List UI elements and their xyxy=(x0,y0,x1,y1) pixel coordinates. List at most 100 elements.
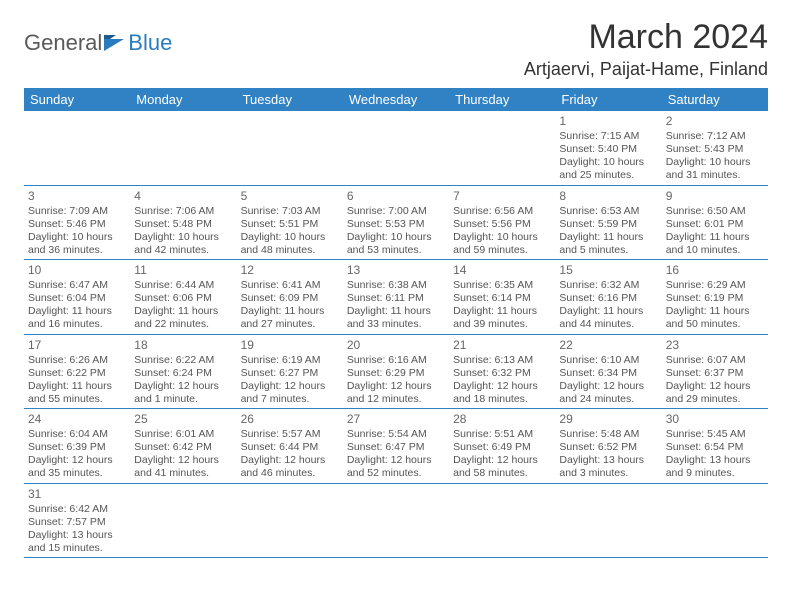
day-number: 15 xyxy=(559,263,657,278)
calendar-day-cell: 12Sunrise: 6:41 AMSunset: 6:09 PMDayligh… xyxy=(237,260,343,335)
daylight-text: Daylight: 10 hours and 59 minutes. xyxy=(453,231,551,257)
sunset-text: Sunset: 6:06 PM xyxy=(134,292,232,305)
calendar-day-cell: 28Sunrise: 5:51 AMSunset: 6:49 PMDayligh… xyxy=(449,409,555,484)
sunset-text: Sunset: 5:40 PM xyxy=(559,143,657,156)
sunrise-text: Sunrise: 6:01 AM xyxy=(134,428,232,441)
logo-flag-icon xyxy=(104,35,126,51)
calendar-week-row: 17Sunrise: 6:26 AMSunset: 6:22 PMDayligh… xyxy=(24,334,768,409)
sunrise-text: Sunrise: 6:04 AM xyxy=(28,428,126,441)
daylight-text: Daylight: 11 hours and 22 minutes. xyxy=(134,305,232,331)
calendar-day-cell: 19Sunrise: 6:19 AMSunset: 6:27 PMDayligh… xyxy=(237,334,343,409)
sunrise-text: Sunrise: 7:03 AM xyxy=(241,205,339,218)
sunrise-text: Sunrise: 6:50 AM xyxy=(666,205,764,218)
weekday-header-row: Sunday Monday Tuesday Wednesday Thursday… xyxy=(24,88,768,111)
weekday-header: Sunday xyxy=(24,88,130,111)
calendar-day-cell: 6Sunrise: 7:00 AMSunset: 5:53 PMDaylight… xyxy=(343,185,449,260)
logo-text-blue: Blue xyxy=(128,30,172,56)
location-label: Artjaervi, Paijat-Hame, Finland xyxy=(524,59,768,80)
sunset-text: Sunset: 6:54 PM xyxy=(666,441,764,454)
calendar-day-cell xyxy=(130,111,236,185)
sunset-text: Sunset: 7:57 PM xyxy=(28,516,126,529)
month-title: March 2024 xyxy=(524,18,768,57)
day-number: 18 xyxy=(134,338,232,353)
sunset-text: Sunset: 6:11 PM xyxy=(347,292,445,305)
daylight-text: Daylight: 12 hours and 58 minutes. xyxy=(453,454,551,480)
day-number: 30 xyxy=(666,412,764,427)
logo-text-general: General xyxy=(24,30,102,56)
sunrise-text: Sunrise: 6:10 AM xyxy=(559,354,657,367)
day-number: 31 xyxy=(28,487,126,502)
calendar-day-cell: 17Sunrise: 6:26 AMSunset: 6:22 PMDayligh… xyxy=(24,334,130,409)
sunset-text: Sunset: 6:47 PM xyxy=(347,441,445,454)
calendar-day-cell: 15Sunrise: 6:32 AMSunset: 6:16 PMDayligh… xyxy=(555,260,661,335)
calendar-day-cell xyxy=(449,483,555,558)
sunrise-text: Sunrise: 6:22 AM xyxy=(134,354,232,367)
calendar-day-cell: 2Sunrise: 7:12 AMSunset: 5:43 PMDaylight… xyxy=(662,111,768,185)
sunset-text: Sunset: 6:39 PM xyxy=(28,441,126,454)
calendar-day-cell: 11Sunrise: 6:44 AMSunset: 6:06 PMDayligh… xyxy=(130,260,236,335)
sunrise-text: Sunrise: 5:54 AM xyxy=(347,428,445,441)
sunset-text: Sunset: 6:14 PM xyxy=(453,292,551,305)
sunset-text: Sunset: 6:29 PM xyxy=(347,367,445,380)
day-number: 17 xyxy=(28,338,126,353)
calendar-day-cell: 10Sunrise: 6:47 AMSunset: 6:04 PMDayligh… xyxy=(24,260,130,335)
logo: General Blue xyxy=(24,18,172,56)
calendar-day-cell xyxy=(343,483,449,558)
sunrise-text: Sunrise: 7:06 AM xyxy=(134,205,232,218)
daylight-text: Daylight: 11 hours and 50 minutes. xyxy=(666,305,764,331)
daylight-text: Daylight: 12 hours and 35 minutes. xyxy=(28,454,126,480)
sunset-text: Sunset: 6:09 PM xyxy=(241,292,339,305)
daylight-text: Daylight: 11 hours and 10 minutes. xyxy=(666,231,764,257)
daylight-text: Daylight: 10 hours and 53 minutes. xyxy=(347,231,445,257)
calendar-day-cell: 26Sunrise: 5:57 AMSunset: 6:44 PMDayligh… xyxy=(237,409,343,484)
daylight-text: Daylight: 11 hours and 44 minutes. xyxy=(559,305,657,331)
sunset-text: Sunset: 6:32 PM xyxy=(453,367,551,380)
day-number: 7 xyxy=(453,189,551,204)
daylight-text: Daylight: 12 hours and 24 minutes. xyxy=(559,380,657,406)
sunrise-text: Sunrise: 6:19 AM xyxy=(241,354,339,367)
sunrise-text: Sunrise: 6:16 AM xyxy=(347,354,445,367)
daylight-text: Daylight: 13 hours and 15 minutes. xyxy=(28,529,126,555)
weekday-header: Friday xyxy=(555,88,661,111)
calendar-day-cell xyxy=(237,483,343,558)
calendar-week-row: 3Sunrise: 7:09 AMSunset: 5:46 PMDaylight… xyxy=(24,185,768,260)
weekday-header: Monday xyxy=(130,88,236,111)
day-number: 6 xyxy=(347,189,445,204)
calendar-day-cell: 13Sunrise: 6:38 AMSunset: 6:11 PMDayligh… xyxy=(343,260,449,335)
sunrise-text: Sunrise: 7:00 AM xyxy=(347,205,445,218)
day-number: 28 xyxy=(453,412,551,427)
calendar-day-cell: 7Sunrise: 6:56 AMSunset: 5:56 PMDaylight… xyxy=(449,185,555,260)
daylight-text: Daylight: 10 hours and 36 minutes. xyxy=(28,231,126,257)
calendar-day-cell: 31Sunrise: 6:42 AMSunset: 7:57 PMDayligh… xyxy=(24,483,130,558)
calendar-day-cell xyxy=(24,111,130,185)
daylight-text: Daylight: 12 hours and 52 minutes. xyxy=(347,454,445,480)
calendar-day-cell xyxy=(130,483,236,558)
day-number: 4 xyxy=(134,189,232,204)
calendar-day-cell: 9Sunrise: 6:50 AMSunset: 6:01 PMDaylight… xyxy=(662,185,768,260)
calendar-day-cell: 21Sunrise: 6:13 AMSunset: 6:32 PMDayligh… xyxy=(449,334,555,409)
day-number: 11 xyxy=(134,263,232,278)
sunrise-text: Sunrise: 6:44 AM xyxy=(134,279,232,292)
title-block: March 2024 Artjaervi, Paijat-Hame, Finla… xyxy=(524,18,768,80)
sunset-text: Sunset: 6:37 PM xyxy=(666,367,764,380)
calendar-day-cell xyxy=(555,483,661,558)
daylight-text: Daylight: 12 hours and 7 minutes. xyxy=(241,380,339,406)
sunrise-text: Sunrise: 5:57 AM xyxy=(241,428,339,441)
daylight-text: Daylight: 10 hours and 31 minutes. xyxy=(666,156,764,182)
calendar-week-row: 1Sunrise: 7:15 AMSunset: 5:40 PMDaylight… xyxy=(24,111,768,185)
sunrise-text: Sunrise: 5:51 AM xyxy=(453,428,551,441)
calendar-day-cell xyxy=(662,483,768,558)
daylight-text: Daylight: 12 hours and 12 minutes. xyxy=(347,380,445,406)
daylight-text: Daylight: 10 hours and 48 minutes. xyxy=(241,231,339,257)
sunrise-text: Sunrise: 6:42 AM xyxy=(28,503,126,516)
sunrise-text: Sunrise: 7:12 AM xyxy=(666,130,764,143)
daylight-text: Daylight: 11 hours and 33 minutes. xyxy=(347,305,445,331)
day-number: 13 xyxy=(347,263,445,278)
daylight-text: Daylight: 12 hours and 41 minutes. xyxy=(134,454,232,480)
calendar-day-cell xyxy=(237,111,343,185)
sunrise-text: Sunrise: 6:13 AM xyxy=(453,354,551,367)
daylight-text: Daylight: 11 hours and 16 minutes. xyxy=(28,305,126,331)
calendar-week-row: 24Sunrise: 6:04 AMSunset: 6:39 PMDayligh… xyxy=(24,409,768,484)
sunrise-text: Sunrise: 7:09 AM xyxy=(28,205,126,218)
daylight-text: Daylight: 13 hours and 9 minutes. xyxy=(666,454,764,480)
